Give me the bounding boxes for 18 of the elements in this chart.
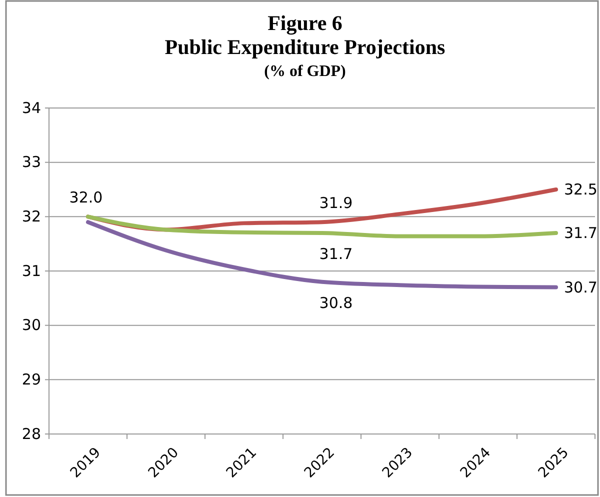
line-series [86, 220, 558, 290]
line-series [86, 214, 558, 238]
data-label: 31.9 [319, 194, 353, 212]
data-label: 32.0 [69, 188, 103, 207]
chart-title: Figure 6 Public Expenditure Projections [164, 11, 446, 59]
data-label: 31.7 [319, 244, 353, 263]
y-tick-label: 29 [22, 370, 41, 388]
y-tick-label: 30 [22, 316, 41, 334]
data-label: 31.7 [564, 224, 598, 242]
y-tick-label: 33 [22, 153, 41, 172]
data-label: 30.8 [319, 294, 353, 312]
y-tick-label: 32 [22, 207, 41, 226]
data-label: 32.5 [564, 180, 598, 198]
y-tick-label: 28 [22, 424, 41, 443]
y-tick-label: 34 [22, 98, 41, 117]
chart-subtitle: (% of GDP) [264, 63, 346, 80]
data-label: 30.7 [564, 278, 598, 296]
y-tick-label: 31 [22, 262, 41, 280]
